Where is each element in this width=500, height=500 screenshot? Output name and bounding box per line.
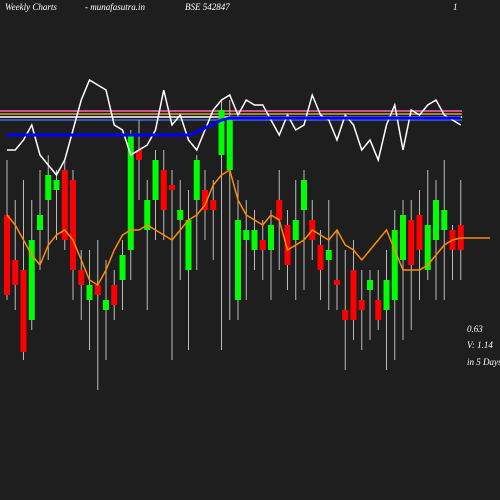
candle-body (185, 220, 192, 270)
candle-body (70, 180, 76, 270)
candle-body (268, 225, 274, 250)
candle-body (391, 230, 398, 300)
candle-body (235, 220, 241, 300)
candle-body (317, 245, 324, 270)
candle-body (383, 280, 390, 310)
candle-body (202, 190, 208, 210)
candle-body (325, 250, 332, 260)
candle-body (45, 175, 52, 200)
line-series (7, 116, 461, 137)
annotation: in 5 Days (467, 357, 500, 367)
symbol: BSE 542847 (185, 2, 230, 12)
candle-body (408, 220, 415, 265)
candle-body (94, 285, 101, 295)
candle-body (350, 270, 357, 320)
candle-body (251, 230, 258, 250)
line-series (7, 78, 462, 177)
candle-body (177, 210, 184, 220)
candle-body (193, 160, 200, 200)
candle-body (292, 220, 299, 240)
candle-body (111, 285, 118, 305)
candle-body (243, 230, 250, 240)
candle-body (103, 300, 109, 310)
candle-body (358, 300, 365, 310)
source: - munafasutra.in (85, 2, 146, 12)
candle-body (152, 160, 159, 200)
candle-body (416, 215, 423, 250)
candle-body (276, 200, 283, 220)
candle-body (169, 185, 175, 190)
candle-body (127, 135, 134, 250)
annotation: 0.63 (467, 324, 483, 334)
candle-body (334, 280, 340, 285)
candle-body (53, 180, 60, 190)
candle-body (441, 210, 448, 230)
candle-body (160, 170, 167, 210)
line-series (6, 168, 461, 287)
candle-body (119, 255, 126, 280)
candle-body (4, 215, 10, 295)
candle-body (136, 150, 142, 160)
candle-body (28, 240, 35, 320)
candle-body (210, 200, 217, 210)
candle-body (400, 215, 406, 260)
chart-title: Weekly Charts (5, 2, 57, 12)
candle-body (342, 310, 349, 320)
candle-body (301, 180, 307, 210)
candle-body (375, 300, 382, 320)
candle-body (226, 120, 233, 170)
candle-body (61, 170, 68, 240)
corner-label: 1 (453, 2, 458, 12)
candle-body (86, 285, 93, 300)
candle-body (433, 200, 439, 240)
candle-body (284, 225, 291, 265)
candle-body (20, 270, 27, 352)
candle-body (218, 110, 225, 155)
candle-body (78, 270, 85, 285)
candle-body (424, 225, 431, 270)
candle-body (367, 280, 373, 290)
candle-body (37, 215, 43, 230)
candle-body (259, 240, 266, 250)
candle-body (144, 200, 151, 230)
candle-body (12, 260, 19, 285)
annotation: V: 1.14 (467, 340, 493, 350)
